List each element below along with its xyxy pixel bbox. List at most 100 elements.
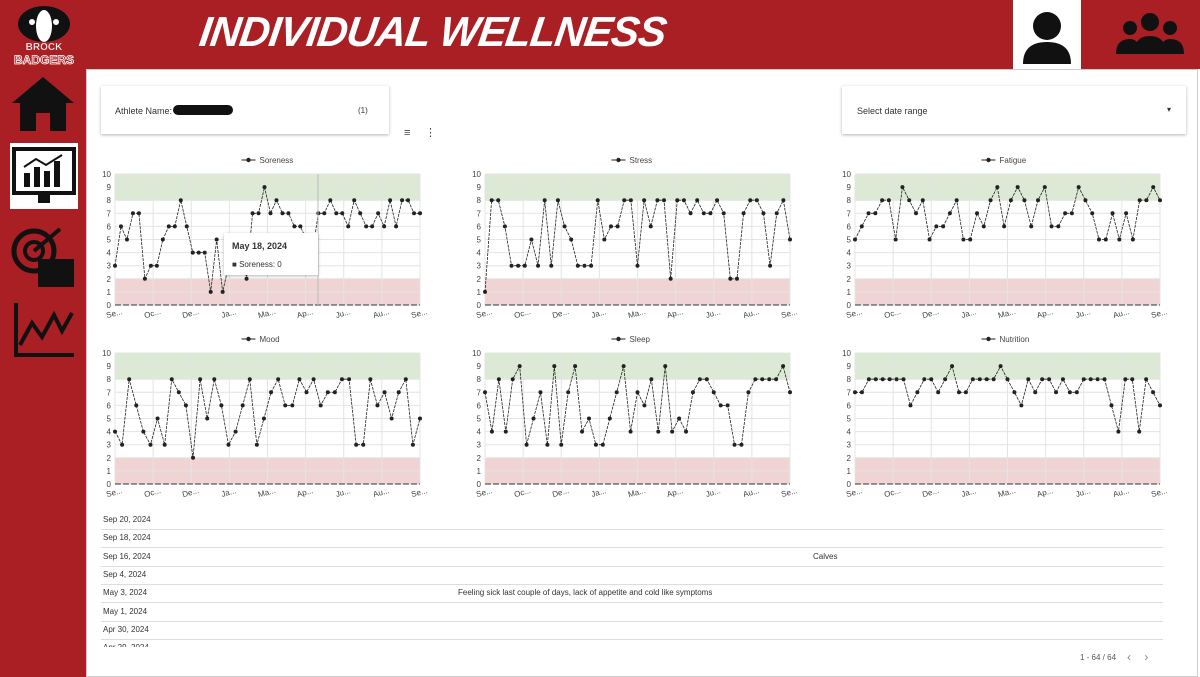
data-point: [1110, 211, 1115, 216]
data-point: [212, 377, 217, 382]
data-point: [254, 442, 259, 447]
data-point: [734, 276, 739, 281]
data-point: [328, 198, 333, 203]
data-point: [774, 211, 779, 216]
data-point: [873, 211, 878, 216]
legend-dot: [986, 157, 991, 163]
y-tick-label: 9: [477, 183, 482, 192]
legend-label: Fatigue: [1000, 156, 1027, 165]
data-point: [552, 364, 557, 369]
y-tick-label: 10: [842, 349, 851, 358]
data-point: [575, 263, 580, 268]
prev-page[interactable]: ‹ ›: [1127, 650, 1149, 664]
table-row: Sep 4, 2024: [101, 566, 1163, 585]
athlete-filter[interactable]: Athlete Name: (1): [101, 86, 389, 134]
data-point: [1117, 237, 1122, 242]
data-point: [668, 276, 673, 281]
data-point: [178, 198, 183, 203]
y-tick-label: 2: [107, 275, 112, 284]
data-point: [781, 198, 786, 203]
data-point: [280, 211, 285, 216]
data-point: [593, 442, 598, 447]
data-point: [580, 429, 585, 434]
data-point: [226, 442, 231, 447]
data-point: [981, 224, 986, 229]
data-point: [741, 211, 746, 216]
data-point: [332, 390, 337, 395]
data-point: [148, 263, 153, 268]
data-point: [208, 289, 213, 294]
y-tick-label: 1: [107, 467, 112, 476]
dashboard-button[interactable]: [10, 143, 78, 209]
data-point: [681, 198, 686, 203]
table-row: Apr 30, 2024: [101, 621, 1163, 640]
y-tick-label: 3: [847, 262, 852, 271]
legend-dot: [246, 157, 251, 163]
data-point: [1049, 224, 1054, 229]
tooltip-label: Soreness: 0: [239, 260, 282, 269]
data-point: [582, 263, 587, 268]
y-tick-label: 2: [477, 454, 482, 463]
data-point: [866, 211, 871, 216]
legend-dot: [246, 336, 251, 342]
redacted-name: [173, 105, 233, 115]
data-point: [483, 390, 487, 395]
x-tick-label: Au...: [372, 486, 390, 499]
individual-button[interactable]: [1013, 0, 1081, 69]
data-point: [746, 390, 751, 395]
data-point: [788, 390, 792, 395]
x-tick-label: Se...: [780, 486, 798, 499]
series-line: [114, 377, 421, 458]
data-point: [113, 429, 117, 434]
data-point: [1123, 377, 1128, 382]
date-filter[interactable]: Select date range ▾: [842, 86, 1186, 134]
data-point: [988, 198, 993, 203]
goals-button[interactable]: [10, 225, 76, 289]
data-point: [292, 224, 297, 229]
trends-button[interactable]: [12, 301, 76, 359]
data-point: [382, 224, 387, 229]
data-point: [711, 390, 716, 395]
data-point: [1144, 198, 1149, 203]
data-point: [908, 403, 913, 408]
data-point: [191, 455, 196, 460]
data-point: [887, 377, 892, 382]
data-point: [1116, 429, 1121, 434]
y-tick-label: 2: [847, 275, 852, 284]
row-date: May 3, 2024: [103, 588, 148, 598]
data-point: [297, 377, 302, 382]
data-point: [322, 211, 327, 216]
data-point: [418, 416, 422, 421]
data-point: [340, 211, 345, 216]
y-tick-label: 9: [847, 362, 852, 371]
home-button[interactable]: [10, 75, 76, 133]
data-point: [113, 263, 117, 268]
data-point: [368, 377, 373, 382]
y-tick-label: 8: [847, 196, 852, 205]
data-point: [325, 390, 330, 395]
x-tick-label: Au...: [1112, 486, 1130, 499]
y-tick-label: 7: [477, 388, 482, 397]
data-point: [276, 377, 281, 382]
data-point: [956, 390, 961, 395]
data-point: [684, 429, 689, 434]
x-tick-label: Ma...: [257, 307, 277, 320]
data-point: [880, 198, 885, 203]
data-point: [963, 390, 968, 395]
data-point: [628, 429, 633, 434]
header: BROCK BADGERS INDIVIDUAL WELLNESS: [0, 0, 1200, 69]
tooltip-value: ■ Soreness: 0: [232, 260, 282, 269]
x-tick-label: Se...: [1150, 307, 1168, 320]
team-button[interactable]: [1110, 8, 1190, 58]
data-point: [352, 198, 357, 203]
legend-label: Stress: [630, 156, 653, 165]
data-point: [947, 211, 952, 216]
y-tick-label: 4: [107, 428, 112, 437]
data-point: [1042, 185, 1047, 190]
x-tick-label: Ap...: [1036, 307, 1054, 320]
data-point: [1124, 211, 1129, 216]
data-point: [1137, 198, 1142, 203]
data-point: [318, 403, 323, 408]
data-point: [732, 442, 737, 447]
data-point: [136, 211, 141, 216]
